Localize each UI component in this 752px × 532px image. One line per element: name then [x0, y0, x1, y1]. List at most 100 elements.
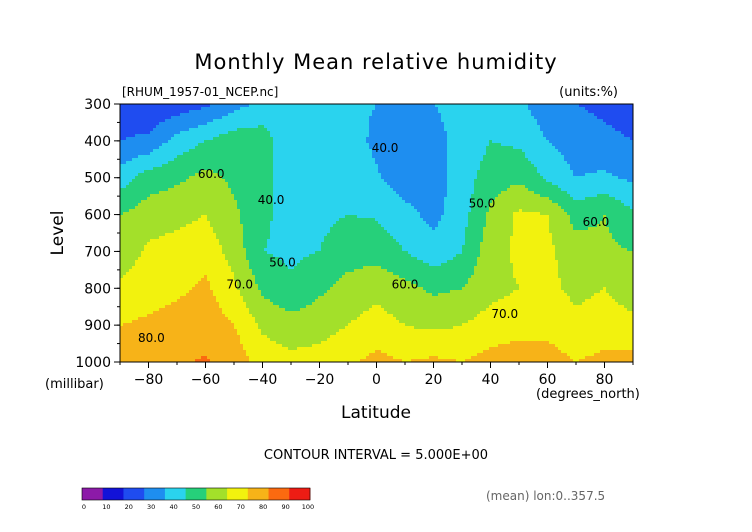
field-cell: [264, 308, 268, 312]
field-cell: [246, 212, 250, 216]
field-cell: [225, 329, 229, 333]
field-cell: [192, 116, 196, 120]
field-cell: [228, 356, 232, 360]
field-cell: [156, 173, 160, 177]
field-cell: [264, 218, 268, 222]
field-cell: [237, 197, 241, 201]
field-cell: [186, 173, 190, 177]
field-cell: [120, 218, 124, 222]
field-cell: [156, 317, 160, 321]
field-cell: [258, 245, 262, 249]
field-cell: [177, 218, 181, 222]
field-cell: [135, 359, 139, 362]
field-cell: [138, 107, 142, 111]
field-cell: [180, 161, 184, 165]
field-cell: [234, 293, 238, 297]
field-cell: [276, 230, 280, 234]
field-cell: [234, 221, 238, 225]
field-cell: [219, 194, 223, 198]
field-cell: [222, 152, 226, 156]
field-cell: [174, 137, 178, 141]
field-cell: [240, 116, 244, 120]
field-cell: [219, 353, 223, 357]
field-cell: [261, 134, 265, 138]
field-cell: [267, 293, 271, 297]
field-cell: [267, 296, 271, 300]
field-cell: [174, 347, 178, 351]
field-cell: [210, 278, 214, 282]
field-cell: [159, 332, 163, 336]
field-cell: [216, 272, 220, 276]
field-cell: [138, 191, 142, 195]
field-cell: [252, 302, 256, 306]
field-cell: [228, 248, 232, 252]
field-cell: [213, 116, 217, 120]
field-cell: [282, 269, 286, 273]
field-cell: [171, 242, 175, 246]
field-cell: [252, 296, 256, 300]
field-cell: [192, 233, 196, 237]
field-cell: [123, 284, 127, 288]
field-cell: [225, 221, 229, 225]
field-cell: [171, 191, 175, 195]
field-cell: [168, 350, 172, 354]
field-cell: [168, 314, 172, 318]
field-cell: [255, 284, 259, 288]
field-cell: [138, 128, 142, 132]
field-cell: [186, 152, 190, 156]
field-cell: [180, 185, 184, 189]
field-cell: [135, 200, 139, 204]
field-cell: [282, 320, 286, 324]
field-cell: [291, 185, 295, 189]
field-cell: [138, 215, 142, 219]
field-cell: [243, 251, 247, 255]
field-cell: [249, 347, 253, 351]
field-cell: [213, 308, 217, 312]
field-cell: [165, 116, 169, 120]
field-cell: [189, 308, 193, 312]
field-cell: [240, 239, 244, 243]
field-cell: [159, 170, 163, 174]
field-cell: [195, 104, 199, 108]
field-cell: [132, 170, 136, 174]
field-cell: [189, 236, 193, 240]
field-cell: [219, 107, 223, 111]
field-cell: [180, 251, 184, 255]
field-cell: [207, 146, 211, 150]
field-cell: [288, 245, 292, 249]
field-cell: [270, 347, 274, 351]
field-cell: [195, 344, 199, 348]
field-cell: [261, 308, 265, 312]
field-cell: [270, 236, 274, 240]
field-cell: [132, 182, 136, 186]
field-cell: [291, 173, 295, 177]
field-cell: [120, 146, 124, 150]
field-cell: [141, 359, 145, 362]
field-cell: [144, 191, 148, 195]
field-cell: [204, 188, 208, 192]
field-cell: [141, 131, 145, 135]
field-cell: [249, 206, 253, 210]
field-cell: [276, 341, 280, 345]
field-cell: [279, 302, 283, 306]
field-cell: [126, 317, 130, 321]
field-cell: [156, 122, 160, 126]
field-cell: [255, 242, 259, 246]
field-cell: [276, 359, 280, 362]
field-cell: [288, 224, 292, 228]
field-cell: [243, 146, 247, 150]
field-cell: [264, 260, 268, 264]
field-cell: [198, 257, 202, 261]
field-cell: [129, 119, 133, 123]
field-cell: [156, 185, 160, 189]
field-cell: [210, 341, 214, 345]
field-cell: [168, 161, 172, 165]
field-cell: [126, 146, 130, 150]
field-cell: [150, 296, 154, 300]
field-cell: [225, 194, 229, 198]
field-cell: [177, 209, 181, 213]
field-cell: [252, 134, 256, 138]
field-cell: [246, 347, 250, 351]
field-cell: [282, 293, 286, 297]
field-cell: [291, 164, 295, 168]
